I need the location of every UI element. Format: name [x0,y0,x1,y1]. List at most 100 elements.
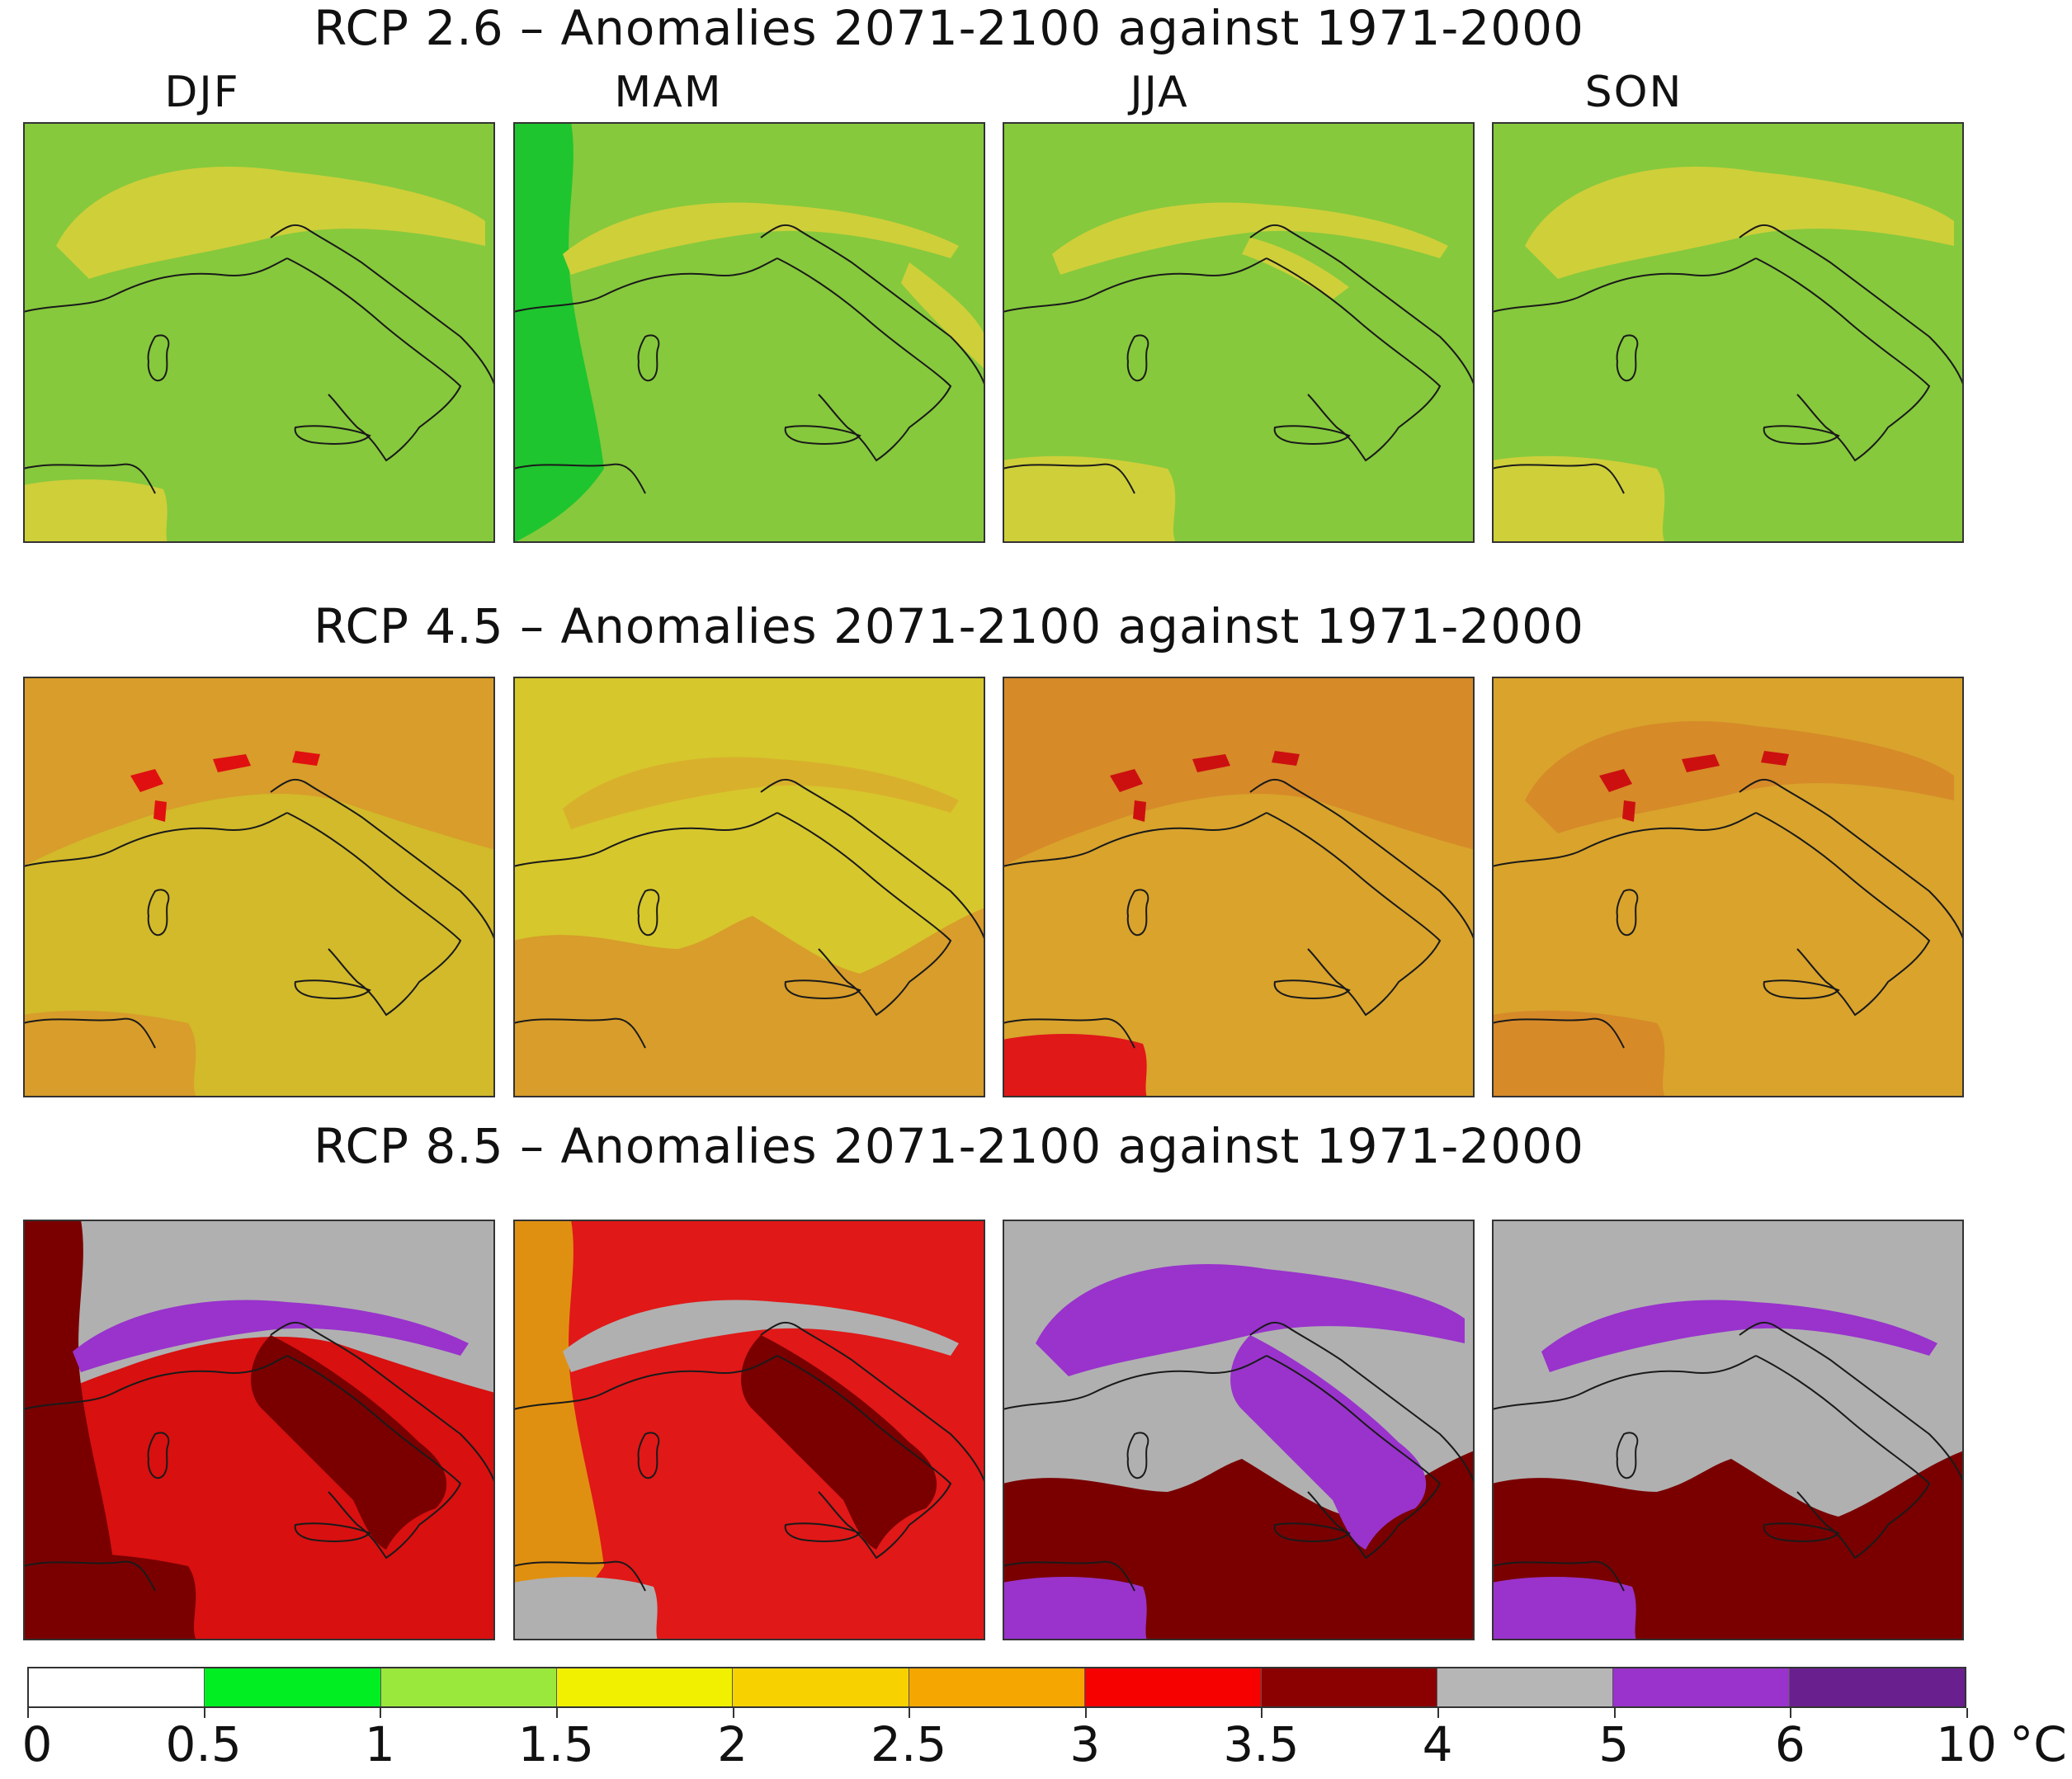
anomaly-region-west-strip [513,1220,604,1640]
map-panel-son-row1 [1492,122,1964,543]
map-frame [1492,677,1964,1097]
anomaly-region-alps-thin [563,1300,959,1372]
anomaly-region-adriatic [901,262,985,370]
anomaly-region-alps [56,167,485,279]
row-title-rcp85: RCP 8.5 – Anomalies 2071-2100 against 19… [314,1118,1584,1174]
map-panel-jja-row1 [1003,122,1475,543]
row-title-rcp26: RCP 2.6 – Anomalies 2071-2100 against 19… [314,0,1584,56]
coastline-2 [1739,1321,1964,1484]
coastline-4 [1492,1017,1625,1049]
coastline-0 [513,812,778,867]
coastline-0 [1003,812,1267,867]
coastline-5 [294,425,371,445]
anomaly-region-po [1242,238,1349,300]
coastline-3 [1126,1432,1149,1479]
coastline-2 [1249,1321,1475,1484]
colorbar-tick-mark [1437,1708,1440,1718]
coastline-4 [513,1017,646,1049]
map-panel-mam-row1 [513,122,985,543]
colorbar-tick-label: 0 [21,1716,53,1772]
anomaly-region-north [23,677,495,866]
coastline-5 [1763,979,1840,999]
map-frame [1492,1220,1964,1640]
colorbar-tick-label: 5 [1598,1716,1630,1772]
anomaly-region-africa-small [1492,1577,1636,1640]
season-label-djf: DJF [164,68,240,117]
colorbar-tick-mark [1966,1708,1968,1718]
coastline-1 [1266,257,1442,462]
coastline-4 [1003,1017,1135,1049]
coastline-3 [147,334,170,382]
map-panel-djf-row3 [23,1220,495,1640]
colorbar-segment-0 [29,1668,205,1706]
coastline-1 [286,812,462,1017]
coastline-1 [776,257,952,462]
anomaly-region-alps-thin [563,202,959,275]
coastline-4 [23,463,156,494]
colorbar-segment-1 [205,1668,381,1706]
colorbar-unit: °C [2009,1716,2067,1772]
coastline-5 [1273,979,1351,999]
coastline-5 [294,979,371,999]
coastline-3 [1126,334,1149,382]
anomaly-region-africa-small [1003,1577,1147,1640]
colorbar-tick-mark [1790,1708,1792,1718]
colorbar-segment-3 [557,1668,734,1706]
coastline-5 [1273,425,1351,445]
anomaly-region-africa [1492,455,1665,543]
coastline-3 [1126,889,1149,937]
colorbar-segment-7 [1261,1668,1437,1706]
coastline-0 [513,257,778,313]
map-frame [1003,1220,1475,1640]
map-panel-son-row3 [1492,1220,1964,1640]
colorbar-tick-label: 3.5 [1223,1716,1300,1772]
coastline-3 [637,889,660,937]
colorbar-tick-mark [555,1708,558,1718]
anomaly-region-africa [1003,455,1176,543]
map-panel-mam-row3 [513,1220,985,1640]
coastline-2 [1739,778,1964,941]
anomaly-region-alps-spots [130,751,320,822]
anomaly-region-africa-small [1003,1034,1147,1097]
anomaly-region-italy [741,1335,937,1550]
colorbar-segment-8 [1437,1668,1614,1706]
coastline-2 [760,1321,985,1484]
coastline-2 [270,778,495,941]
colorbar [27,1667,1966,1708]
coastline-4 [23,1560,156,1592]
season-label-jja: JJA [1130,68,1189,117]
anomaly-region-italy [1230,1335,1427,1550]
coastline-1 [1266,1355,1442,1560]
coastline-1 [286,1355,462,1560]
colorbar-tick-label: 3 [1069,1716,1101,1772]
anomaly-region-africa [1492,1010,1665,1097]
colorbar-segment-6 [1085,1668,1262,1706]
coastline-5 [294,1522,371,1542]
row-title-rcp45: RCP 4.5 – Anomalies 2071-2100 against 19… [314,598,1584,654]
map-frame [1003,677,1475,1097]
coastline-3 [147,889,170,937]
coastline-5 [784,1522,861,1542]
map-panel-jja-row3 [1003,1220,1475,1640]
map-frame [513,122,985,543]
coastline-3 [1616,1432,1639,1479]
colorbar-tick-mark [27,1708,29,1718]
anomaly-region-alps-spots [1110,751,1300,822]
anomaly-region-africa [23,1010,196,1097]
coastline-3 [147,1432,170,1479]
coastline-0 [23,1355,288,1410]
coastline-5 [1763,1522,1840,1542]
coastline-5 [784,425,861,445]
coastline-0 [1492,257,1757,313]
anomaly-region-alps-thin [1052,202,1448,275]
anomaly-region-west-strip [513,122,604,543]
coastline-3 [637,334,660,382]
colorbar-tick-mark [1613,1708,1616,1718]
colorbar-tick-mark [380,1708,382,1718]
coastline-5 [1763,425,1840,445]
coastline-2 [1739,224,1964,387]
coastline-2 [1249,778,1475,941]
coastline-4 [1003,463,1135,494]
map-frame [23,677,495,1097]
anomaly-region-italy [251,1335,447,1550]
